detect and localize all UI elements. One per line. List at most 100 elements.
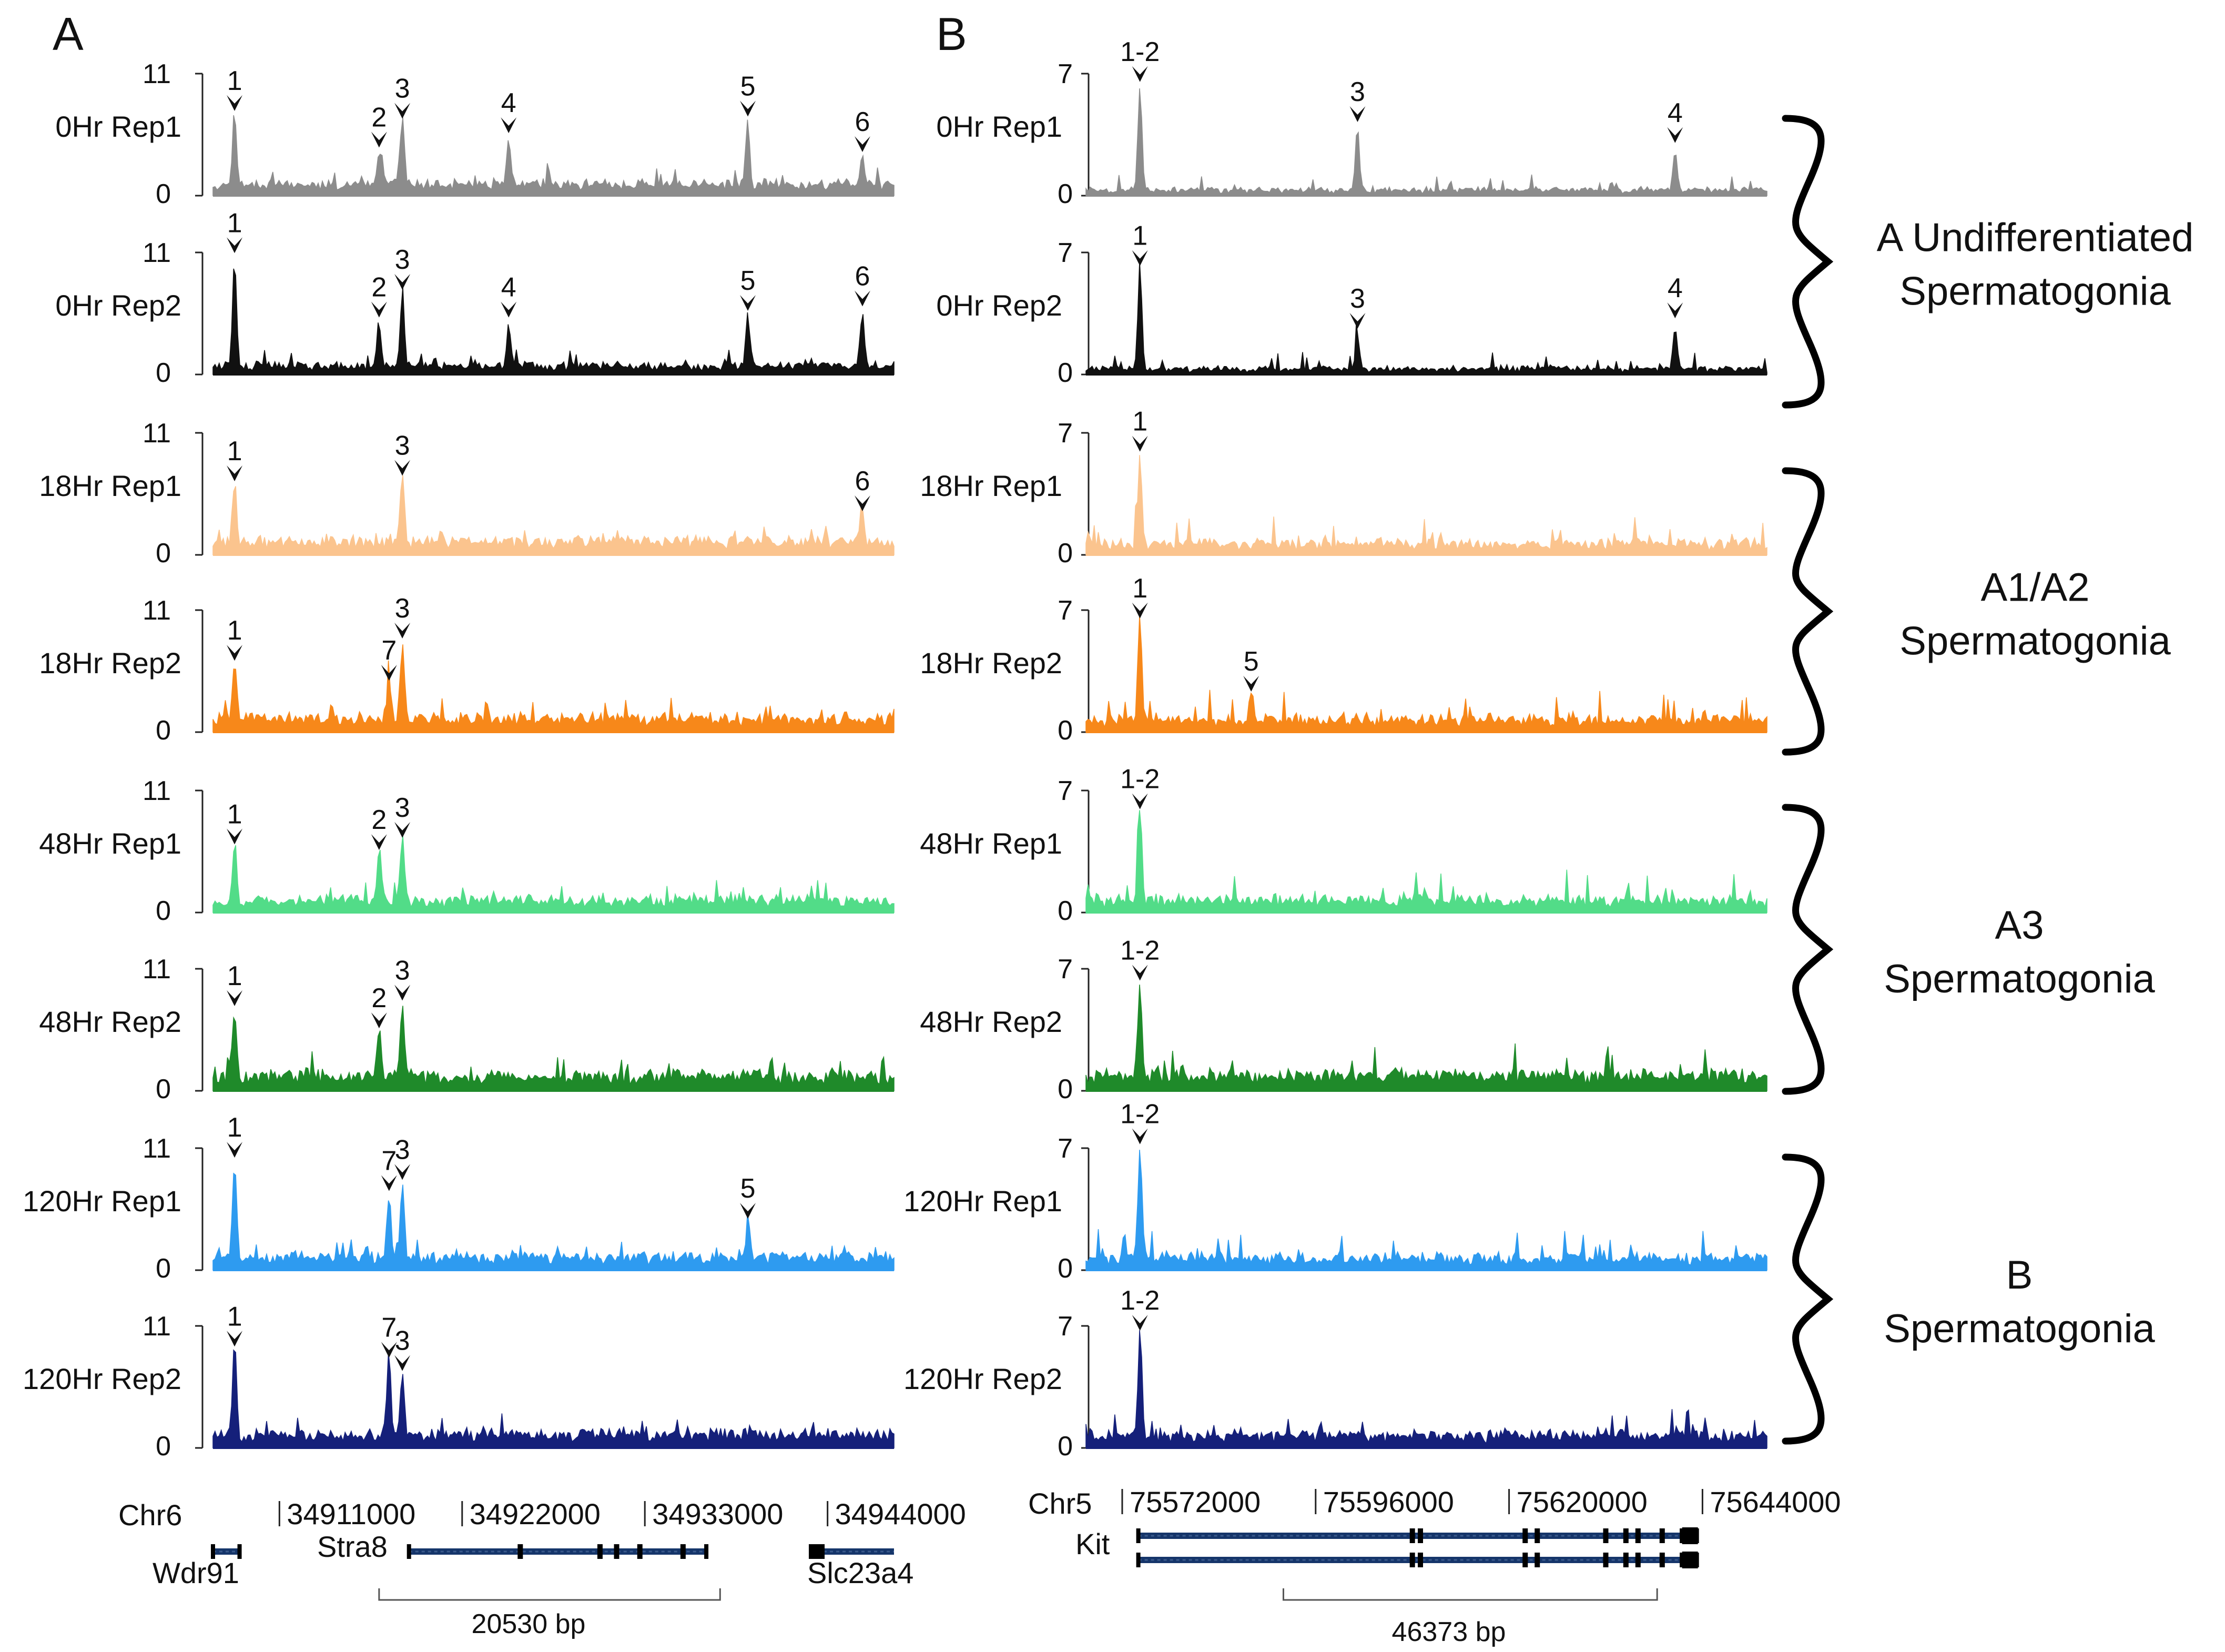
peak-arrowhead [854,290,870,307]
panel-letter-a: A [53,8,84,60]
pb-track-5: 48Hr Rep1 7 0 1-2 [920,764,1767,926]
y-tick-min: 0 [156,358,171,388]
peak-marker-6: 6 [854,107,870,152]
gene-exon [1682,1552,1698,1568]
coordinate-label: 75620000 [1517,1485,1648,1518]
peak-label: 3 [395,955,410,986]
peak-arrowhead [501,117,517,134]
peak-arrowhead [1132,602,1148,619]
y-tick-max: 11 [143,59,171,89]
gene-exon [1603,1528,1609,1543]
track-label: 48Hr Rep2 [39,1005,181,1038]
gene-exon [1409,1528,1415,1543]
peak-label: 1 [227,1112,242,1143]
peak-label: 2 [371,983,387,1014]
peak-marker-7: 7 [381,635,397,681]
peak-arrowhead [381,1342,397,1358]
peak-marker-1-2: 1-2 [1120,1099,1160,1144]
gene-exon [637,1544,643,1559]
gene-exon [1635,1528,1641,1543]
y-tick-min: 0 [156,896,171,926]
track-label: 0Hr Rep2 [936,289,1062,322]
pb-track-2: 0Hr Rep2 7 0 1 3 4 [936,221,1767,388]
peak-arrowhead [394,103,411,119]
pb-gene-models [1136,1527,1699,1568]
gene-model-slc23a4 [809,1544,894,1559]
peak-label: 1-2 [1120,764,1160,795]
peak-arrowhead [394,1355,411,1371]
track-label: 18Hr Rep2 [920,646,1062,680]
chromosome-label-a: Chr6 [118,1498,182,1532]
peak-arrowhead [381,1175,397,1191]
pa-track-8: 120Hr Rep2 11 0 1 37 [23,1301,895,1462]
peak-marker-2: 2 [371,103,387,148]
peak-arrowhead [501,301,517,318]
group-4: B Spermatogonia [1782,1153,2155,1445]
track-label: 48Hr Rep1 [39,827,181,860]
gene-exon [1418,1553,1424,1567]
peak-arrowhead [1132,435,1148,452]
peak-label: 1 [1132,573,1147,604]
peak-arrowhead [740,295,756,311]
signal-area [212,1006,895,1091]
curly-brace [1782,467,1834,756]
y-tick-min: 0 [1058,538,1073,569]
gene-label-stra8: Stra8 [317,1530,388,1563]
peak-arrowhead [740,100,756,117]
peak-marker-3: 3 [394,593,411,639]
y-tick-min: 0 [1058,715,1073,746]
peak-label: 1 [227,799,242,830]
gene-model-stra8 [407,1544,709,1559]
peak-marker-5: 5 [740,266,756,311]
peak-marker-1: 1 [227,66,243,111]
y-tick-max: 7 [1058,954,1073,985]
peak-marker-1-2: 1-2 [1120,935,1160,981]
pa-coordinates: 34911000 34922000 34933000 34944000 [278,1497,966,1531]
peak-label: 1 [227,66,242,96]
chromosome-label-b: Chr5 [1028,1487,1092,1520]
curly-brace [1782,115,1834,409]
scale-bar-line [378,1588,721,1601]
peak-arrowhead [227,95,243,111]
track-label: 0Hr Rep2 [55,289,181,322]
peak-marker-4: 4 [1667,98,1683,143]
track-label: 120Hr Rep2 [23,1362,181,1395]
group-label-line: Spermatogonia [1884,1306,2155,1351]
peak-marker-7: 7 [381,1146,397,1191]
peak-label: 3 [395,793,410,823]
y-tick-min: 0 [156,1253,171,1284]
peak-marker-1: 1 [227,1301,243,1347]
y-tick-max: 11 [143,954,171,985]
peak-label: 6 [855,107,870,137]
signal-area [1085,985,1767,1091]
peak-arrowhead [394,623,411,639]
peak-marker-7: 7 [381,1312,397,1358]
cell-type-groups: A Undifferentiated Spermatogonia A1/A2 Sper… [1782,115,2193,1445]
gene-end [211,1544,215,1559]
peak-label: 4 [1668,273,1683,303]
peak-arrowhead [394,273,411,290]
peak-arrowhead [227,1331,243,1347]
peak-marker-3: 3 [1349,283,1366,329]
peak-label: 3 [1350,283,1365,314]
y-tick-min: 0 [156,1074,171,1104]
peak-arrowhead [1349,106,1366,122]
peak-marker-3: 3 [394,74,411,119]
peak-marker-5: 5 [740,71,756,117]
track-label: 48Hr Rep1 [920,827,1062,860]
peak-marker-1-2: 1-2 [1120,1285,1160,1331]
gene-exon [1603,1553,1609,1567]
peak-arrowhead [1667,127,1683,143]
peak-label: 3 [395,1134,410,1165]
pa-track-6: 48Hr Rep2 11 0 1 23 [39,954,895,1104]
gene-exon [1522,1553,1528,1567]
coordinate-label: 75572000 [1130,1485,1261,1518]
track-label: 120Hr Rep2 [903,1362,1062,1395]
peak-marker-6: 6 [854,261,870,307]
y-tick-max: 11 [143,418,171,449]
peak-label: 5 [740,1173,756,1204]
pb-track-8: 120Hr Rep2 7 0 1-2 [903,1285,1767,1462]
peak-marker-4: 4 [1667,273,1683,319]
pa-track-4: 18Hr Rep2 11 0 1 7 3 [39,593,895,746]
signal-area [1085,261,1767,375]
